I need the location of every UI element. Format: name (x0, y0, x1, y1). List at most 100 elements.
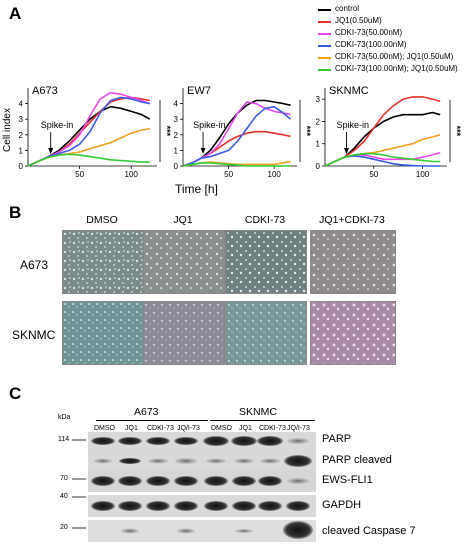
spike-in-label: Spike-in (41, 120, 74, 130)
lane-label: CDKI-73 (147, 425, 174, 432)
y-axis-label: Cell index (2, 108, 13, 152)
legend-label: JQ1(0.50uM) (335, 16, 382, 25)
lane-label: CDKI-73 (259, 425, 286, 432)
y-tick-label: 4 (19, 100, 24, 109)
micrograph-sknmc-combo (310, 301, 396, 365)
blot-group-underline (96, 420, 208, 421)
parp-cleaved-bands (94, 455, 312, 467)
x-tick-label: 100 (268, 170, 282, 179)
micrograph-a673-dmso (62, 230, 144, 294)
blot-group-underline (210, 420, 315, 421)
significance-label: *** (162, 126, 172, 137)
x-tick-label: 100 (416, 170, 430, 179)
column-label: CDKI-73 (244, 214, 286, 226)
y-tick-label: 1 (19, 146, 24, 155)
protein-label: GAPDH (322, 499, 362, 511)
column-label: JQ1+CDKI-73 (319, 214, 385, 226)
protein-label: PARP cleaved (322, 454, 392, 466)
y-tick-label: 4 (174, 100, 179, 109)
blot-group-label: A673 (134, 406, 159, 418)
y-tick-label: 2 (316, 117, 321, 126)
row-label: SKNMC (12, 328, 56, 342)
legend-item: CDKI-73(50.00nM); JQ1(0.50uM) (318, 52, 464, 64)
y-tick-label: 2 (19, 131, 24, 140)
kda-marker: 40 (60, 493, 68, 500)
legend-label: CDKI-73(50.00nM); JQ1(0.50uM) (335, 52, 454, 61)
micrograph-a673-cdki73 (225, 230, 307, 294)
spike-in-arrowhead (343, 148, 349, 154)
spike-in-label: Spike-in (193, 120, 226, 130)
legend-swatch (318, 69, 331, 71)
series-line (324, 152, 441, 167)
legend-label: CDKI-73(100.00nM) (335, 40, 407, 49)
y-tick-label: 0 (19, 162, 24, 171)
kda-marker: 114 (58, 436, 70, 443)
series-line (182, 162, 291, 167)
row-label: A673 (20, 258, 49, 272)
x-tick-label: 100 (125, 170, 139, 179)
chart-title: SKNMC (329, 85, 369, 97)
legend-swatch (318, 21, 331, 23)
legend-item: JQ1(0.50uM) (318, 16, 464, 28)
protein-label: EWS-FLI1 (322, 474, 373, 486)
spike-in-label: Spike-in (336, 120, 369, 130)
legend-swatch (318, 57, 331, 59)
lane-label: DMSO (211, 425, 232, 432)
legend-swatch (318, 33, 331, 35)
panel-c-label: C (9, 384, 22, 403)
panel-a-label: A (9, 4, 22, 23)
y-tick-label: 2 (174, 131, 179, 140)
legend-swatch (318, 45, 331, 47)
blot-group-label: SKNMC (239, 406, 277, 418)
y-tick-label: 0 (174, 162, 179, 171)
chart-title: A673 (32, 85, 58, 97)
legend-label: CDKI-73(100.00nM); JQ1(0.50uM) (335, 64, 458, 73)
micrograph-sknmc-cdki73 (225, 301, 307, 365)
lane-label: JQ1 (239, 425, 252, 432)
kda-label: kDa (58, 414, 71, 421)
blot-strip-caspase7 (88, 520, 316, 542)
lane-label: JQ1 (125, 425, 138, 432)
chart-title: EW7 (187, 85, 211, 97)
kda-marker: 20 (60, 524, 68, 531)
lane-label: JQ/I-73 (287, 425, 310, 432)
parp-bands (91, 436, 309, 446)
x-tick-label: 50 (369, 170, 378, 179)
significance-label: *** (452, 126, 462, 137)
lane-label: DMSO (94, 425, 115, 432)
blot-strip-parp (88, 432, 316, 470)
micrograph-sknmc-jq1 (143, 301, 225, 365)
micrograph-a673-jq1 (143, 230, 225, 294)
micrograph-sknmc-dmso (62, 301, 144, 365)
x-tick-label: 50 (224, 170, 233, 179)
y-tick-label: 1 (174, 146, 179, 155)
legend-label: CDKI-73(50.00nM) (335, 28, 403, 37)
series-line (27, 153, 150, 167)
significance-label: *** (302, 126, 312, 137)
kda-marker: 70 (60, 475, 68, 482)
spike-in-arrowhead (48, 148, 54, 154)
growth-curves-charts: 0 1 2 3 4 50 100 A673 Spike-in *** 0 1 2 3 4 50 100 EW7 Sp… (2, 85, 462, 179)
ewsfli1-bands (91, 476, 309, 486)
x-tick-label: 50 (75, 170, 84, 179)
legend-item: CDKI-73(100.00nM); JQ1(0.50uM) (318, 64, 464, 76)
spike-in-arrowhead (200, 148, 206, 154)
time-axis-label: Time [h] (175, 182, 218, 196)
column-label: JQ1 (173, 214, 193, 226)
legend: control JQ1(0.50uM) CDKI-73(50.00nM) CDK… (318, 4, 464, 76)
protein-label: PARP (322, 433, 352, 445)
legend-label: control (335, 4, 360, 13)
legend-item: control (318, 4, 464, 16)
lane-label: JQ/I-73 (177, 425, 200, 432)
y-tick-label: 3 (19, 115, 24, 124)
caspase7-bands (121, 521, 313, 539)
series-line (182, 105, 292, 167)
panel-b-label: B (9, 203, 22, 222)
legend-item: CDKI-73(50.00nM) (318, 28, 464, 40)
blot-strip-ewsfli1 (88, 470, 316, 492)
micrograph-a673-combo (310, 230, 396, 294)
y-tick-label: 3 (316, 95, 321, 104)
protein-label: cleaved Caspase 7 (322, 525, 416, 537)
column-label: DMSO (86, 214, 118, 226)
